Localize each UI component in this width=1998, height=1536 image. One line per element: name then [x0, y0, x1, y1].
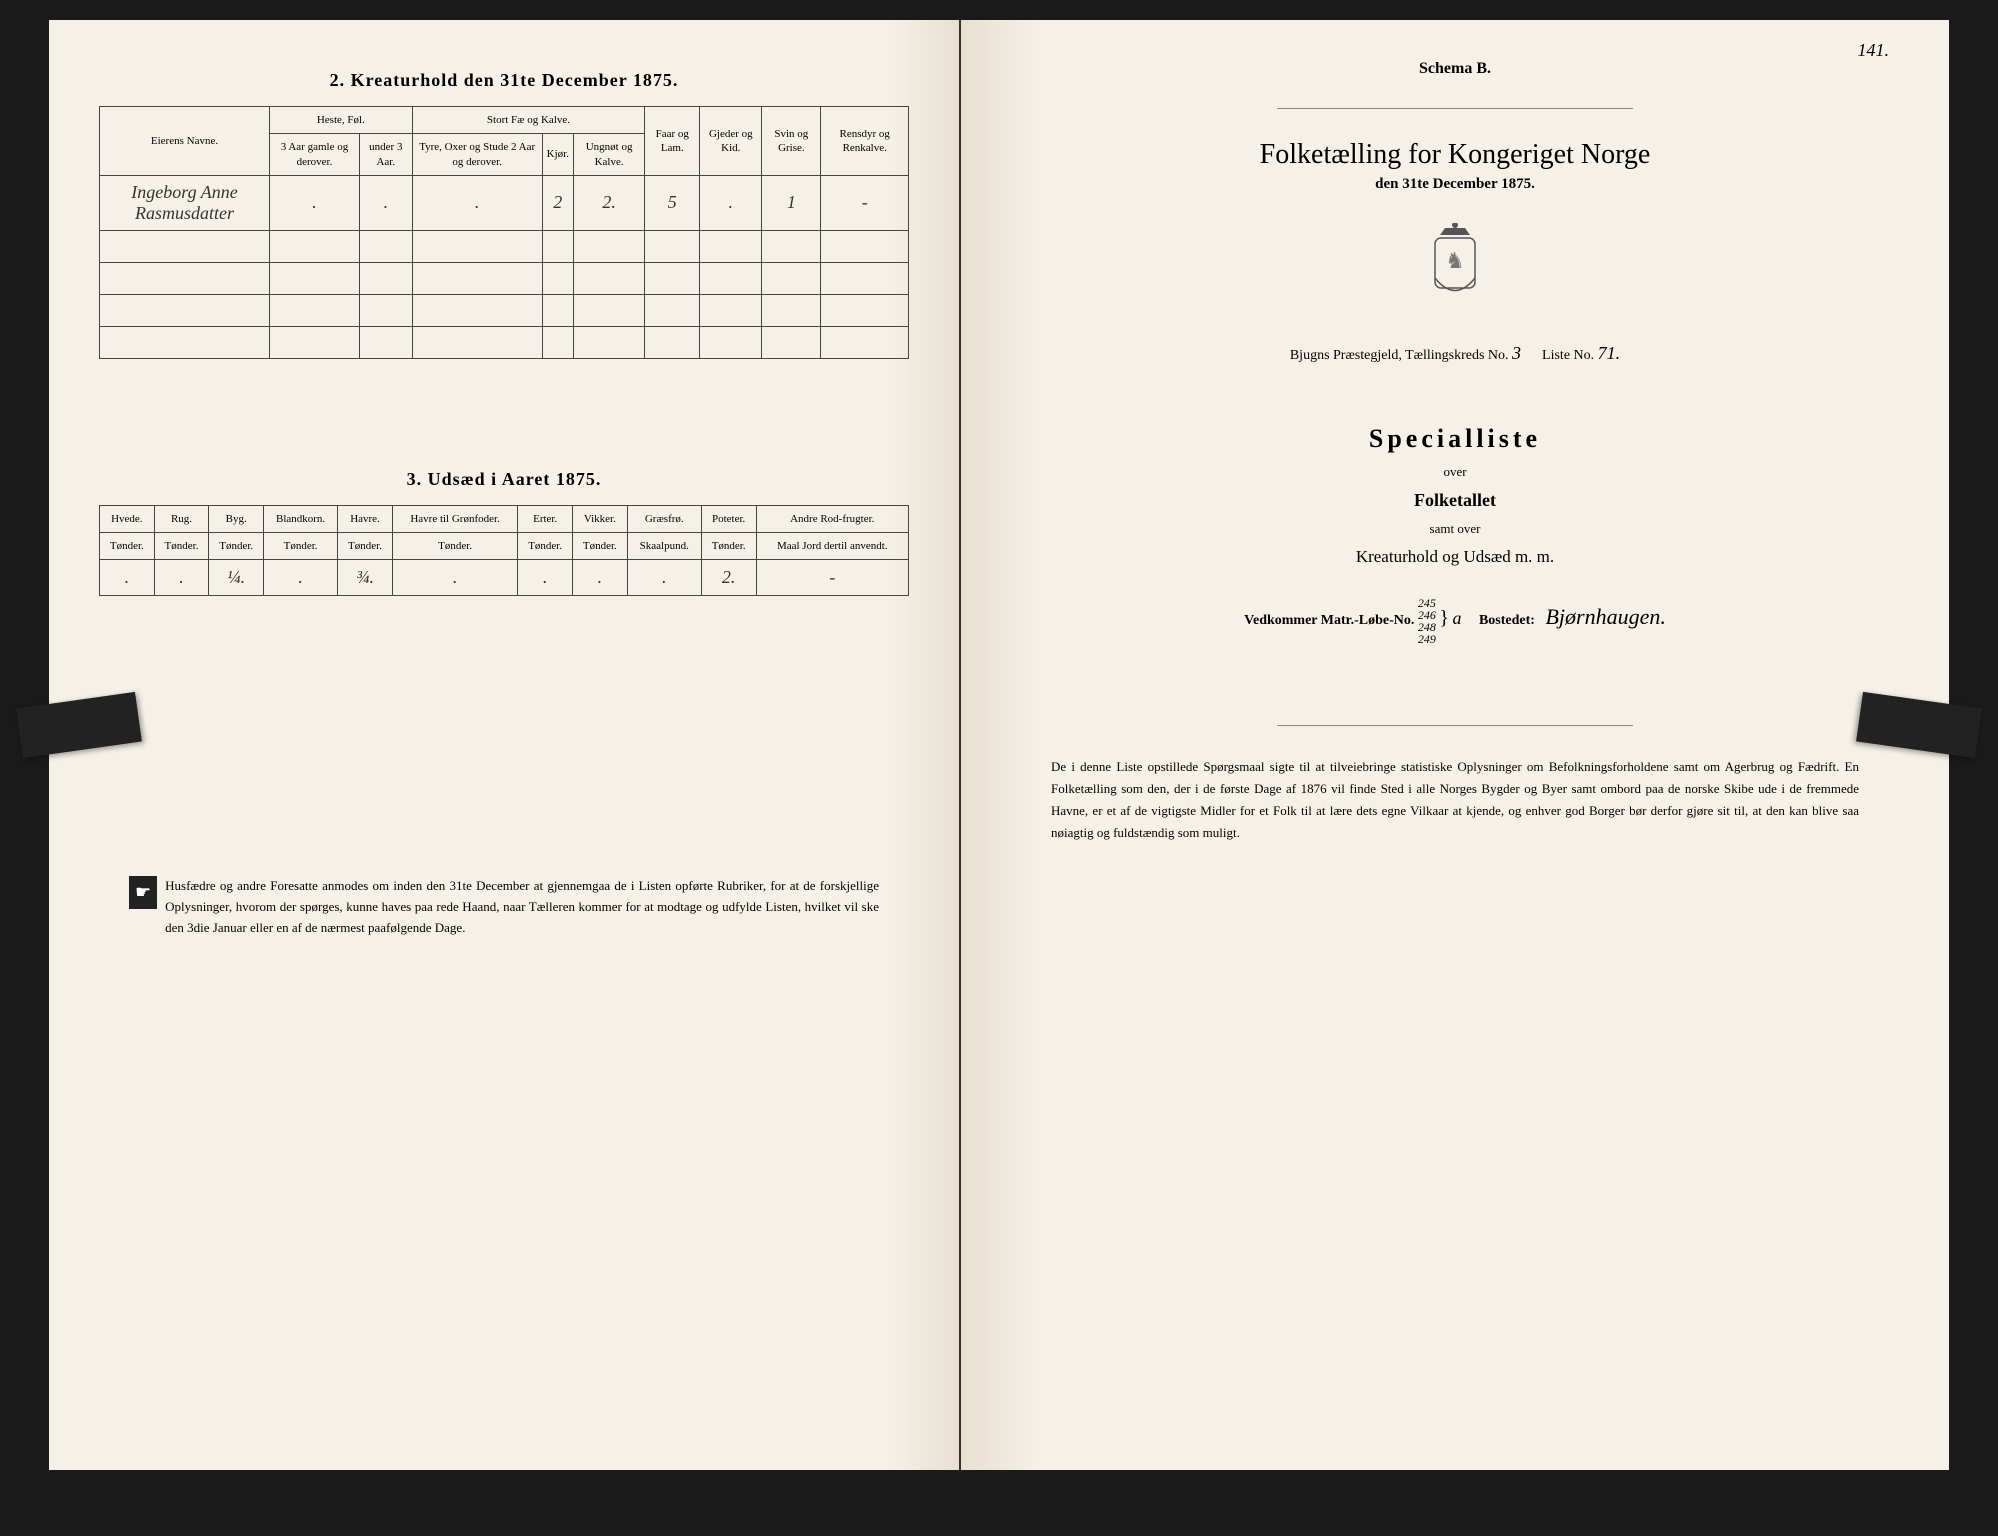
divider: [1277, 108, 1632, 109]
cell: .: [700, 175, 762, 230]
owner-name: Ingeborg Anne Rasmusdatter: [100, 175, 270, 230]
parish-line: Bjugns Præstegjeld, Tællingskreds No. 3 …: [1011, 343, 1899, 364]
th-c2: Kjør.: [542, 134, 573, 176]
bosted-label: Bostedet:: [1479, 613, 1535, 628]
th-unit: Tønder.: [154, 533, 209, 560]
cell: 2.: [573, 175, 644, 230]
seed-table: Hvede. Rug. Byg. Blandkorn. Havre. Havre…: [99, 505, 909, 597]
matr-label: Vedkommer Matr.-Løbe-No.: [1244, 613, 1414, 628]
th-unit: Maal Jord dertil anvendt.: [756, 533, 909, 560]
cell: 2: [542, 175, 573, 230]
right-page: 141. Schema B. Folketælling for Kongerig…: [961, 20, 1949, 1470]
cell: .: [573, 560, 628, 596]
th: Blandkorn.: [264, 505, 338, 532]
liste-label: Liste No.: [1542, 348, 1594, 363]
table-row: [100, 230, 909, 262]
th: Rug.: [154, 505, 209, 532]
th: Andre Rod-frugter.: [756, 505, 909, 532]
kreds-no: 3: [1512, 343, 1521, 363]
specialliste-heading: Specialliste: [1011, 424, 1899, 454]
table1-title: 2. Kreaturhold den 31te December 1875.: [99, 70, 909, 91]
svg-text:♞: ♞: [1445, 248, 1465, 273]
table-row: [100, 326, 909, 358]
th-h1: 3 Aar gamle og derover.: [270, 134, 360, 176]
th-c3: Ungnøt og Kalve.: [573, 134, 644, 176]
samt-over-label: samt over: [1011, 521, 1899, 537]
over-label: over: [1011, 464, 1899, 480]
cell: 2.: [701, 560, 756, 596]
th: Havre.: [338, 505, 393, 532]
th: Byg.: [209, 505, 264, 532]
th-sheep: Faar og Lam.: [645, 107, 700, 176]
cell: .: [412, 175, 542, 230]
table2-title: 3. Udsæd i Aaret 1875.: [99, 469, 909, 490]
table-row: . . ¼. . ¾. . . . . 2. -: [100, 560, 909, 596]
footnote-text: Husfædre og andre Foresatte anmodes om i…: [165, 876, 879, 938]
coat-of-arms-icon: ♞: [1011, 223, 1899, 323]
cell: 5: [645, 175, 700, 230]
liste-no: 71.: [1598, 343, 1621, 363]
cell: 1: [762, 175, 821, 230]
cell: .: [627, 560, 701, 596]
th-unit: Tønder.: [392, 533, 517, 560]
th-goats: Gjeder og Kid.: [700, 107, 762, 176]
left-page: 2. Kreaturhold den 31te December 1875. E…: [49, 20, 961, 1470]
th-unit: Tønder.: [573, 533, 628, 560]
cell: .: [359, 175, 412, 230]
th-unit: Skaalpund.: [627, 533, 701, 560]
folketallet-heading: Folketallet: [1011, 490, 1899, 511]
cell: .: [154, 560, 209, 596]
th-unit: Tønder.: [100, 533, 155, 560]
census-title: Folketælling for Kongeriget Norge: [1011, 139, 1899, 171]
matr-nums: 245 246 248 249: [1418, 597, 1436, 645]
matr-line: Vedkommer Matr.-Løbe-No. 245 246 248 249…: [1011, 597, 1899, 645]
th-pigs: Svin og Grise.: [762, 107, 821, 176]
th-unit: Tønder.: [209, 533, 264, 560]
th: Græsfrø.: [627, 505, 701, 532]
livestock-table: Eierens Navne. Heste, Føl. Stort Fæ og K…: [99, 106, 909, 359]
table-row: Ingeborg Anne Rasmusdatter . . . 2 2. 5 …: [100, 175, 909, 230]
th: Havre til Grønfoder.: [392, 505, 517, 532]
th-name: Eierens Navne.: [100, 107, 270, 176]
cell: -: [821, 175, 909, 230]
cell: ¾.: [338, 560, 393, 596]
book-spread: 2. Kreaturhold den 31te December 1875. E…: [49, 20, 1949, 1470]
cell: .: [100, 560, 155, 596]
table-row: [100, 262, 909, 294]
bosted-value: Bjørnhaugen.: [1545, 604, 1665, 629]
cell: .: [264, 560, 338, 596]
th-unit: Tønder.: [518, 533, 573, 560]
cell: .: [392, 560, 517, 596]
cell: .: [518, 560, 573, 596]
cell: -: [756, 560, 909, 596]
parish-prefix: Bjugns Præstegjeld, Tællingskreds No.: [1290, 348, 1509, 363]
left-footnote: ☛ Husfædre og andre Foresatte anmodes om…: [99, 876, 909, 938]
census-date: den 31te December 1875.: [1011, 176, 1899, 193]
th: Erter.: [518, 505, 573, 532]
th: Vikker.: [573, 505, 628, 532]
cell: ¼.: [209, 560, 264, 596]
right-footnote: De i denne Liste opstillede Spørgsmaal s…: [1011, 756, 1899, 844]
th-unit: Tønder.: [701, 533, 756, 560]
th-unit: Tønder.: [264, 533, 338, 560]
th-unit: Tønder.: [338, 533, 393, 560]
table-row: [100, 294, 909, 326]
divider: [1277, 725, 1632, 726]
schema-label: Schema B.: [1011, 60, 1899, 78]
th-cattle: Stort Fæ og Kalve.: [412, 107, 645, 134]
cell: .: [270, 175, 360, 230]
th-c1: Tyre, Oxer og Stude 2 Aar og derover.: [412, 134, 542, 176]
matr-suffix: a: [1452, 608, 1461, 628]
th-reindeer: Rensdyr og Renkalve.: [821, 107, 909, 176]
pointing-hand-icon: ☛: [129, 876, 157, 909]
mm-line: Kreaturhold og Udsæd m. m.: [1011, 547, 1899, 567]
th: Poteter.: [701, 505, 756, 532]
page-clip-right: [1856, 692, 1982, 758]
th-h2: under 3 Aar.: [359, 134, 412, 176]
th-horses: Heste, Føl.: [270, 107, 413, 134]
page-number: 141.: [1858, 40, 1890, 61]
th: Hvede.: [100, 505, 155, 532]
